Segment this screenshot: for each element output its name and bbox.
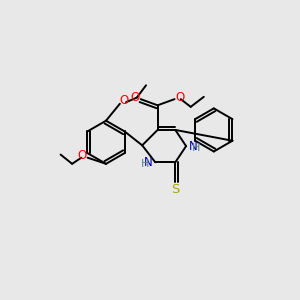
Text: H: H	[192, 143, 200, 153]
Text: S: S	[171, 183, 179, 196]
Text: O: O	[130, 91, 140, 104]
Text: H: H	[141, 159, 149, 169]
Text: O: O	[175, 91, 184, 104]
Text: N: N	[189, 140, 198, 153]
Text: O: O	[120, 94, 129, 107]
Text: O: O	[77, 149, 87, 162]
Text: N: N	[143, 156, 152, 169]
